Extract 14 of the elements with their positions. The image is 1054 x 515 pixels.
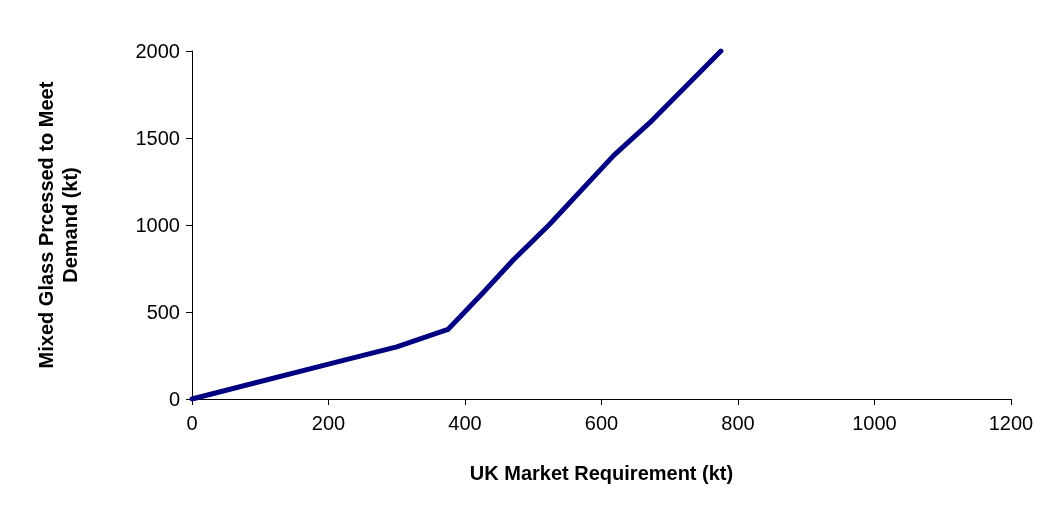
y-tick-label: 500 (146, 301, 180, 323)
x-tick-label: 200 (311, 412, 346, 434)
x-tick-label: 600 (584, 412, 619, 434)
x-tick-label: 400 (448, 412, 482, 434)
x-tick-label: 1200 (988, 412, 1034, 434)
y-tick-label: 2000 (135, 40, 180, 62)
y-tick-label: 1000 (135, 214, 180, 236)
x-tick-label: 1000 (852, 412, 897, 434)
y-tick-label: 0 (168, 388, 180, 410)
x-tick-label: 800 (721, 412, 755, 434)
x-tick-label: 0 (186, 412, 198, 434)
y-axis-title: Mixed Glass Prcessed to Meet Demand (kt) (35, 81, 81, 369)
x-axis-title: UK Market Requirement (kt) (469, 462, 734, 484)
y-tick-label: 1500 (135, 127, 180, 149)
